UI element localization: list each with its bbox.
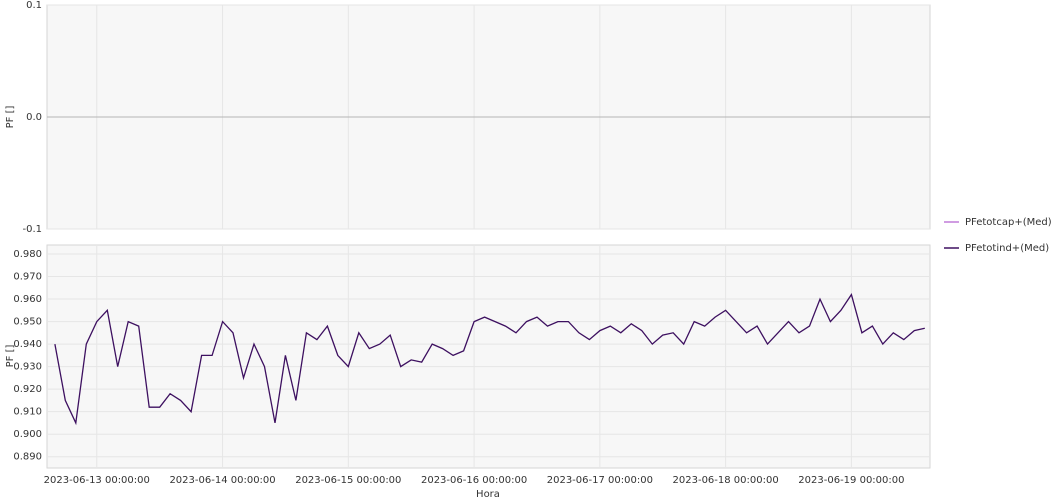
y-tick-label: 0.930	[13, 362, 42, 373]
y-tick-label: 0.920	[13, 384, 42, 395]
legend-label: PFetotcap+(Med) []	[965, 217, 1053, 228]
y-tick-label: 0.970	[13, 272, 42, 283]
x-tick-label: 2023-06-14 00:00:00	[169, 475, 275, 486]
y-tick-label: 0.0	[26, 112, 42, 123]
x-tick-label: 2023-06-13 00:00:00	[44, 475, 150, 486]
x-tick-label: 2023-06-19 00:00:00	[798, 475, 904, 486]
y-axis-label: PF []	[5, 106, 16, 129]
y-tick-label: 0.940	[13, 339, 42, 350]
x-tick-label: 2023-06-18 00:00:00	[673, 475, 779, 486]
x-tick-label: 2023-06-15 00:00:00	[295, 475, 401, 486]
y-tick-label: 0.960	[13, 294, 42, 305]
y-axis-label: PF []	[5, 345, 16, 368]
y-tick-label: 0.900	[13, 429, 42, 440]
y-tick-label: 0.890	[13, 452, 42, 463]
y-tick-label: 0.1	[26, 0, 42, 11]
bottom-plot-area	[46, 244, 931, 469]
y-tick-label: 0.950	[13, 317, 42, 328]
x-tick-label: 2023-06-16 00:00:00	[421, 475, 527, 486]
y-tick-label: 0.910	[13, 407, 42, 418]
y-tick-label: -0.1	[22, 224, 42, 235]
x-tick-label: 2023-06-17 00:00:00	[547, 475, 653, 486]
y-tick-label: 0.980	[13, 249, 42, 260]
legend-label: PFetotind+(Med) []	[965, 243, 1053, 254]
x-axis-label: Hora	[476, 489, 500, 500]
data-line	[54, 293, 925, 426]
